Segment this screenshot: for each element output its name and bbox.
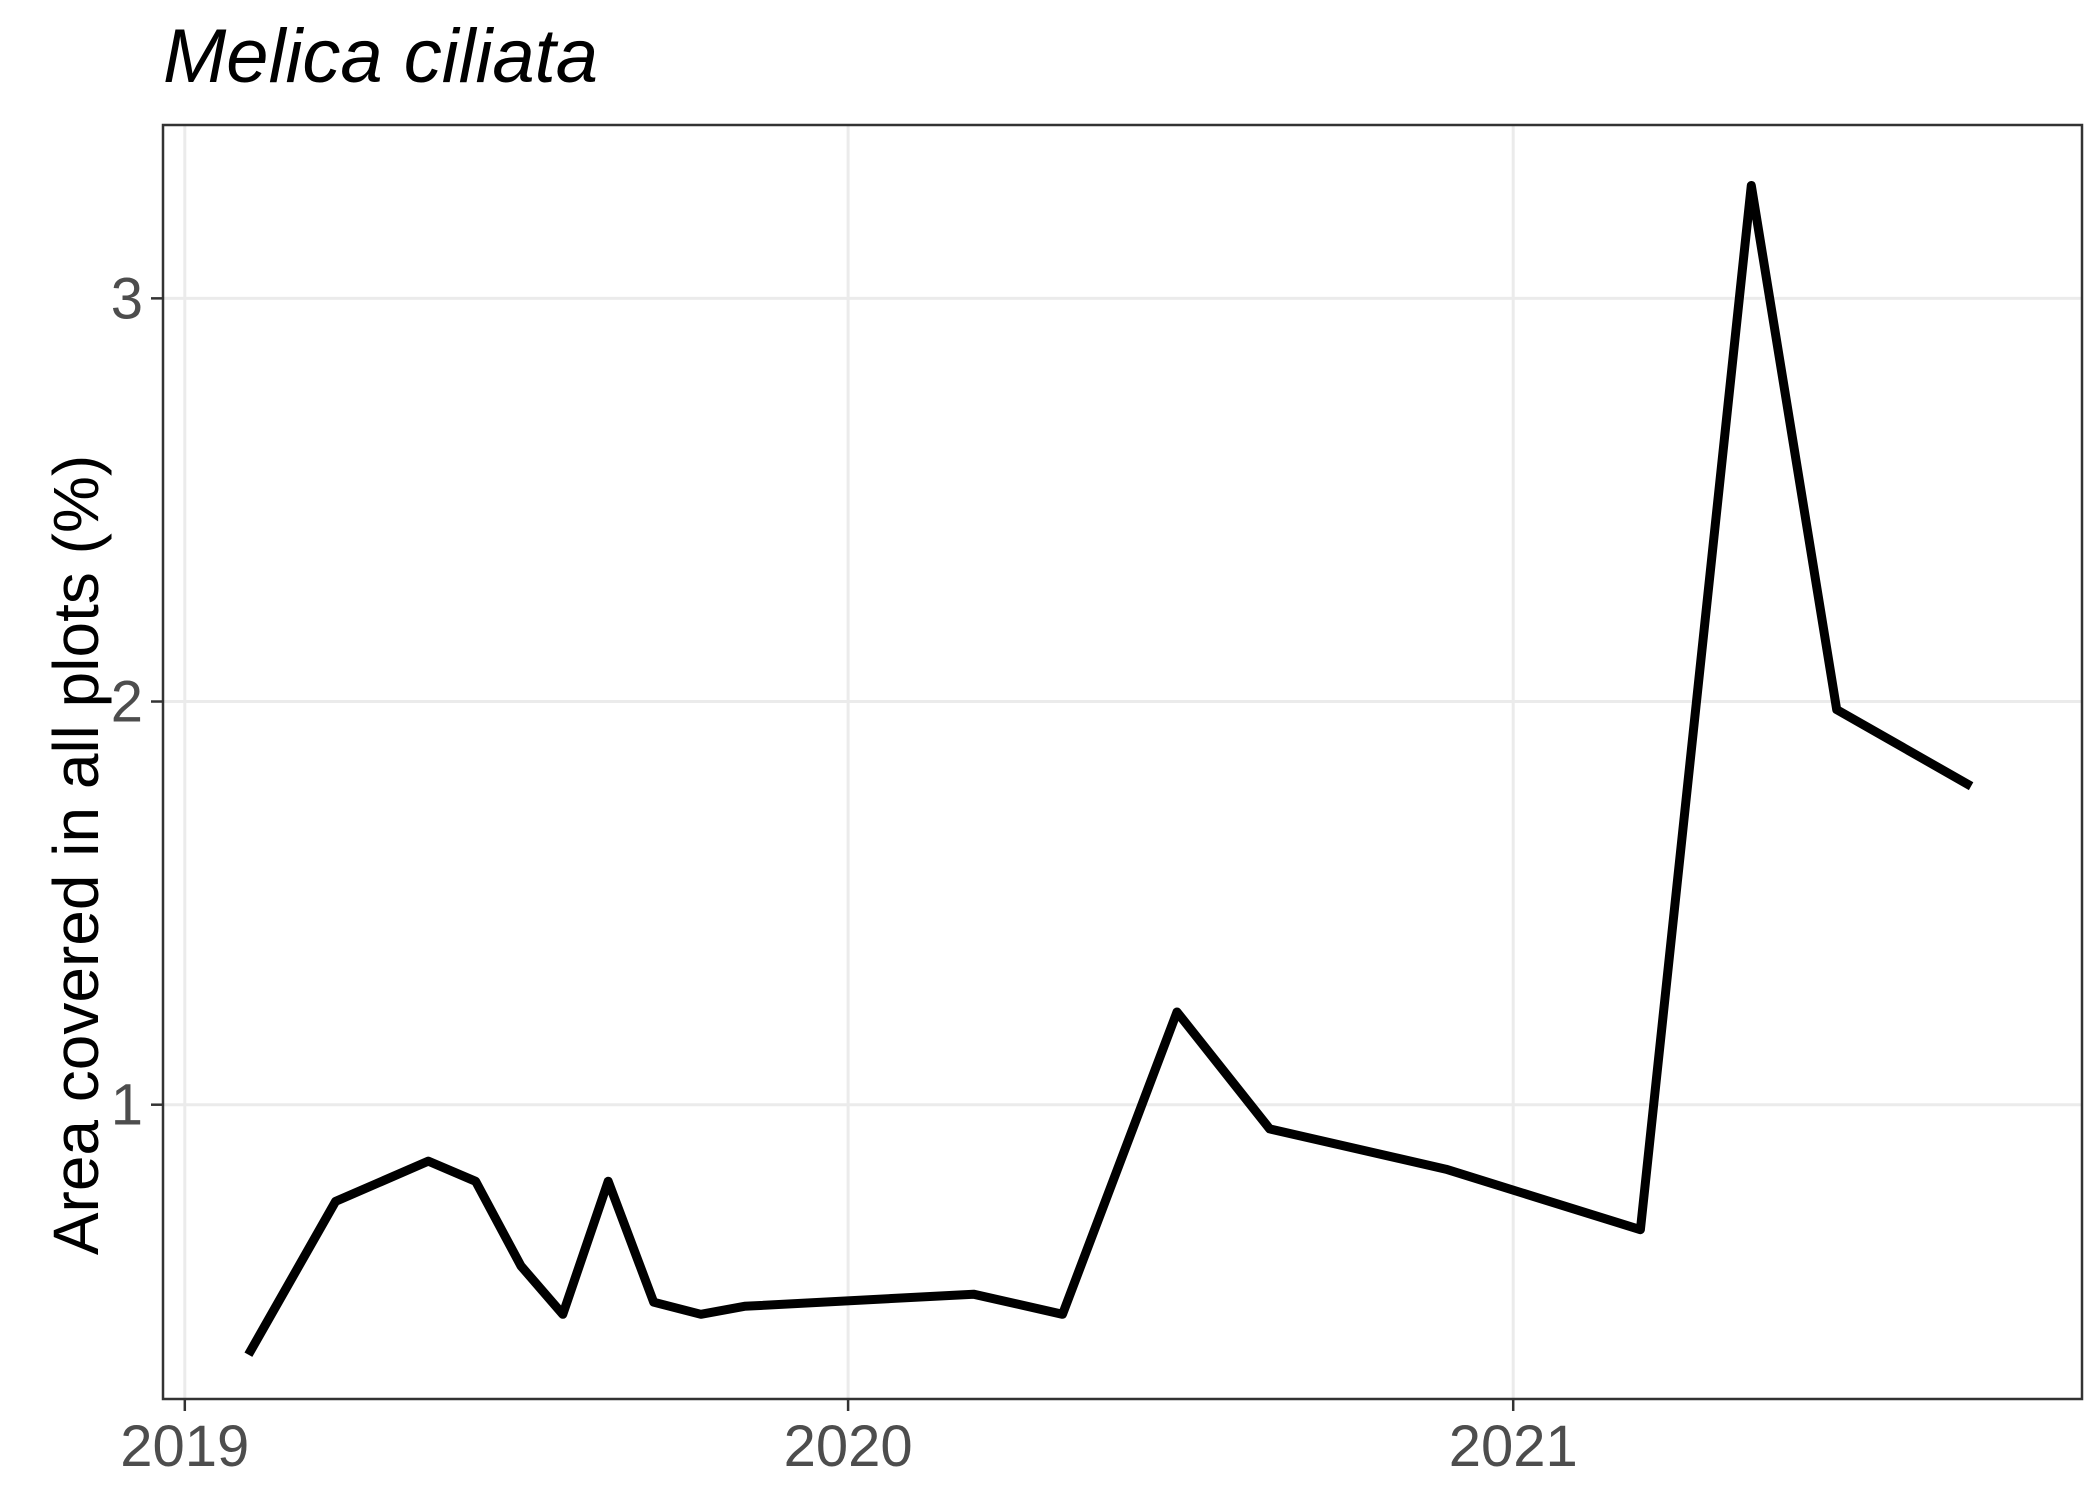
- series-layer: [244, 181, 1974, 1357]
- grid: [163, 125, 2082, 1399]
- y-tick-label: 3: [111, 266, 143, 331]
- series-line: [244, 181, 1974, 1357]
- y-tick-label: 2: [111, 670, 143, 735]
- x-tick-label: 2021: [1449, 1414, 1578, 1479]
- x-tick-label: 2019: [120, 1414, 249, 1479]
- chart-title: Melica ciliata: [163, 14, 598, 99]
- y-tick-label: 1: [111, 1073, 143, 1138]
- axis-ticks: 2019 2020 2021 1 2 3: [111, 266, 1578, 1479]
- y-axis-label: Area covered in all plots (%): [40, 455, 112, 1255]
- x-tick-label: 2020: [784, 1414, 913, 1479]
- plot-panel: [161, 123, 2084, 1401]
